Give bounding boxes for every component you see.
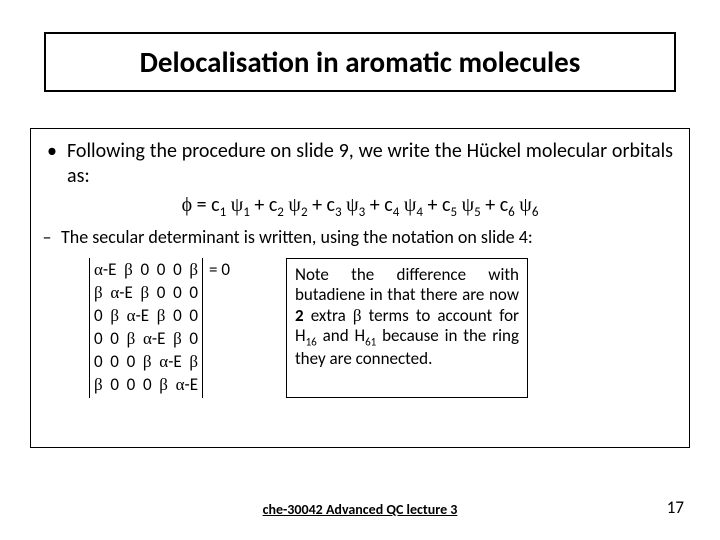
plus5: + c — [481, 193, 508, 217]
plus2: + c — [308, 193, 335, 217]
slide: Delocalisation in aromatic molecules • F… — [0, 0, 720, 540]
bullet-secondary-text: The secular determinant is written, usin… — [61, 226, 533, 248]
sub5: 5 — [450, 205, 457, 220]
title-box: Delocalisation in aromatic molecules — [44, 32, 676, 92]
matrix-row: 0 0 0 β α-E β — [94, 351, 198, 374]
note-pre: Note the difference with butadiene in th… — [295, 264, 519, 305]
psi3: ψ — [346, 194, 359, 216]
sub6: 6 — [508, 205, 515, 220]
psub5: 5 — [474, 205, 481, 220]
plus3: + c — [365, 193, 392, 217]
note-mid3: and H — [317, 325, 365, 346]
sub2: 2 — [277, 205, 284, 220]
psub6: 6 — [532, 205, 539, 220]
psi4: ψ — [404, 194, 417, 216]
psi2: ψ — [288, 194, 301, 216]
note-h61: 61 — [365, 335, 376, 349]
body-box: • Following the procedure on slide 9, we… — [30, 128, 690, 448]
plus4: + c — [423, 193, 450, 217]
psub2: 2 — [301, 205, 308, 220]
sub4: 4 — [393, 205, 400, 220]
note-beta-symbol: β — [353, 306, 362, 325]
lower-row: α-E β 0 0 0 ββ α-E β 0 0 00 β α-E β 0 00… — [89, 258, 673, 398]
plus1: + c — [250, 193, 277, 217]
matrix-row: 0 0 β α-E β 0 — [94, 328, 198, 351]
sub1: 1 — [220, 205, 227, 220]
sub3: 3 — [335, 205, 342, 220]
psi5: ψ — [462, 194, 475, 216]
psub1: 1 — [243, 205, 250, 220]
matrix-row: β α-E β 0 0 0 — [94, 282, 198, 305]
secular-determinant: α-E β 0 0 0 ββ α-E β 0 0 00 β α-E β 0 00… — [89, 258, 230, 398]
equals-zero: = 0 — [203, 258, 230, 280]
matrix-body: α-E β 0 0 0 ββ α-E β 0 0 00 β α-E β 0 00… — [89, 258, 203, 398]
bullet-dot-icon: • — [47, 139, 67, 189]
note-h16: 16 — [306, 335, 317, 349]
page-number: 17 — [667, 497, 684, 518]
matrix-row: β 0 0 0 β α-E — [94, 374, 198, 397]
bullet-secondary: – The secular determinant is written, us… — [33, 226, 673, 248]
bullet-main: • Following the procedure on slide 9, we… — [47, 139, 673, 189]
page-title: Delocalisation in aromatic molecules — [60, 44, 660, 80]
psub4: 4 — [416, 205, 423, 220]
psi6: ψ — [519, 194, 532, 216]
bullet-main-text: Following the procedure on slide 9, we w… — [67, 139, 673, 189]
matrix-row: 0 β α-E β 0 0 — [94, 305, 198, 328]
note-bold-2: 2 — [295, 305, 304, 326]
psi1: ψ — [231, 194, 244, 216]
phi-symbol: ϕ — [182, 194, 193, 216]
dash-icon: – — [33, 226, 61, 248]
mo-equation: ϕ = c1 ψ1 + c2 ψ2 + c3 ψ3 + c4 ψ4 + c5 ψ… — [47, 193, 673, 220]
matrix-row: α-E β 0 0 0 β — [94, 259, 198, 282]
note-box: Note the difference with butadiene in th… — [286, 258, 528, 398]
note-mid1: extra — [304, 305, 353, 326]
eq-start: = c — [192, 193, 219, 217]
footer-text: che-30042 Advanced QC lecture 3 — [0, 501, 720, 518]
